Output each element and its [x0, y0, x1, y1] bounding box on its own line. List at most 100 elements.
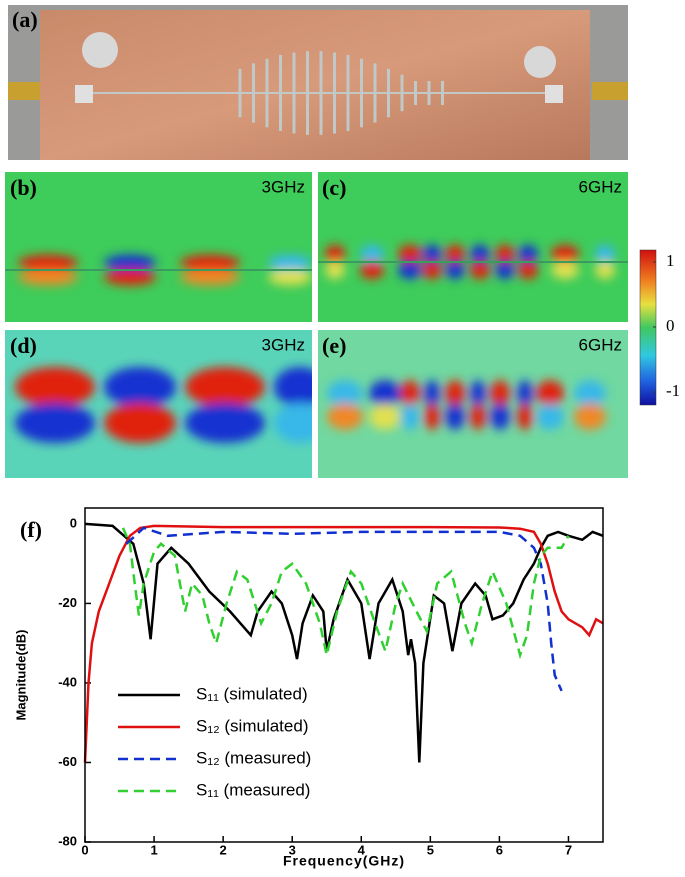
frequency-label: 3GHz: [262, 177, 305, 196]
field-blob: [517, 403, 533, 430]
field-blob: [274, 403, 312, 443]
x-tick-label: 2: [220, 842, 227, 857]
legend-label: S₁₂ (simulated): [196, 716, 308, 735]
frequency-label: 6GHz: [579, 335, 622, 354]
x-tick-label: 4: [358, 842, 366, 857]
field-blob: [551, 244, 579, 263]
field-blob: [180, 254, 240, 271]
field-blob: [445, 244, 465, 263]
field-pattern: [318, 244, 628, 280]
field-blob: [518, 244, 538, 263]
field-map: [318, 330, 628, 478]
panel-label: (a): [12, 7, 38, 32]
field-blob: [325, 261, 345, 280]
field-blob: [424, 403, 440, 430]
field-blob: [445, 261, 465, 280]
legend-label: S₁₁ (measured): [196, 780, 310, 799]
field-blob: [327, 380, 363, 407]
x-tick-label: 7: [565, 842, 572, 857]
field-blob: [104, 254, 156, 271]
legend-label: S₁₁ (simulated): [196, 684, 308, 703]
y-tick-label: -60: [58, 754, 77, 769]
field-blob: [422, 244, 442, 263]
field-blob: [398, 244, 422, 263]
field-blob: [424, 380, 440, 407]
field-blob: [490, 380, 510, 407]
field-pattern: [5, 254, 312, 286]
field-blob: [369, 380, 401, 407]
frequency-label: 6GHz: [579, 177, 622, 196]
x-tick-label: 1: [150, 842, 157, 857]
field-blob: [422, 261, 442, 280]
colorbar-tick-label: 0: [666, 316, 675, 335]
field-blob: [398, 261, 422, 280]
field-map: [5, 172, 312, 322]
field-blob: [325, 244, 345, 263]
field-blob: [490, 403, 510, 430]
field-blob: [400, 380, 420, 407]
field-blob: [15, 367, 95, 407]
field-blob: [470, 244, 490, 263]
y-axis-label: Magnitude(dB): [13, 630, 28, 721]
field-blob: [327, 403, 363, 430]
x-tick-label: 5: [427, 842, 434, 857]
x-tick-label: 0: [81, 842, 88, 857]
field-blob: [574, 380, 606, 407]
field-blob: [185, 403, 265, 443]
field-blob: [268, 269, 312, 286]
x-tick-label: 6: [496, 842, 503, 857]
field-blob: [15, 403, 95, 443]
panel-label: (c): [322, 175, 346, 200]
field-blob: [574, 403, 606, 430]
panel-label: (b): [10, 175, 37, 200]
colorbar-tick-label: 1: [666, 251, 675, 270]
field-blob: [536, 380, 564, 407]
field-blob: [495, 261, 515, 280]
y-tick-label: -40: [58, 674, 77, 689]
y-tick-label: -20: [58, 595, 77, 610]
plot-frame: [84, 507, 604, 843]
field-blob: [180, 269, 240, 286]
field-blob: [470, 261, 490, 280]
field-blob: [470, 380, 486, 407]
panel-label: (d): [10, 333, 37, 358]
field-blob: [18, 254, 78, 271]
field-blob: [185, 367, 265, 407]
x-tick-label: 3: [289, 842, 296, 857]
field-blob: [536, 403, 564, 430]
field-blob: [445, 380, 465, 407]
field-blob: [551, 261, 579, 280]
blob-group: [15, 367, 312, 443]
data-line: [125, 526, 563, 692]
frequency-label: 3GHz: [262, 335, 305, 354]
field-blob: [18, 269, 78, 286]
field-blob: [470, 403, 486, 430]
panel-label: (f): [20, 517, 42, 542]
field-blob: [445, 403, 465, 430]
field-pattern: [327, 380, 606, 430]
field-blob: [369, 403, 401, 430]
photo: [8, 5, 628, 160]
colorbar-tick-label: -1: [666, 381, 680, 400]
blob-group: [327, 380, 606, 430]
field-blob: [495, 244, 515, 263]
y-tick-label: -80: [58, 833, 77, 848]
field-blob: [104, 403, 176, 443]
field-blob: [104, 367, 176, 407]
field-blob: [274, 367, 312, 407]
panel-label: (e): [322, 333, 346, 358]
field-blob: [595, 261, 615, 280]
legend-label: S₁₂ (measured): [196, 748, 311, 767]
field-blob: [400, 403, 420, 430]
y-tick-label: 0: [70, 515, 77, 530]
field-blob: [517, 380, 533, 407]
field-blob: [360, 244, 384, 263]
data-line: [84, 522, 604, 763]
field-blob: [104, 269, 156, 286]
data-line: [121, 527, 570, 660]
field-pattern: [15, 367, 312, 443]
blob-group: [325, 244, 615, 280]
data-line: [83, 524, 604, 763]
field-blob: [268, 254, 312, 271]
